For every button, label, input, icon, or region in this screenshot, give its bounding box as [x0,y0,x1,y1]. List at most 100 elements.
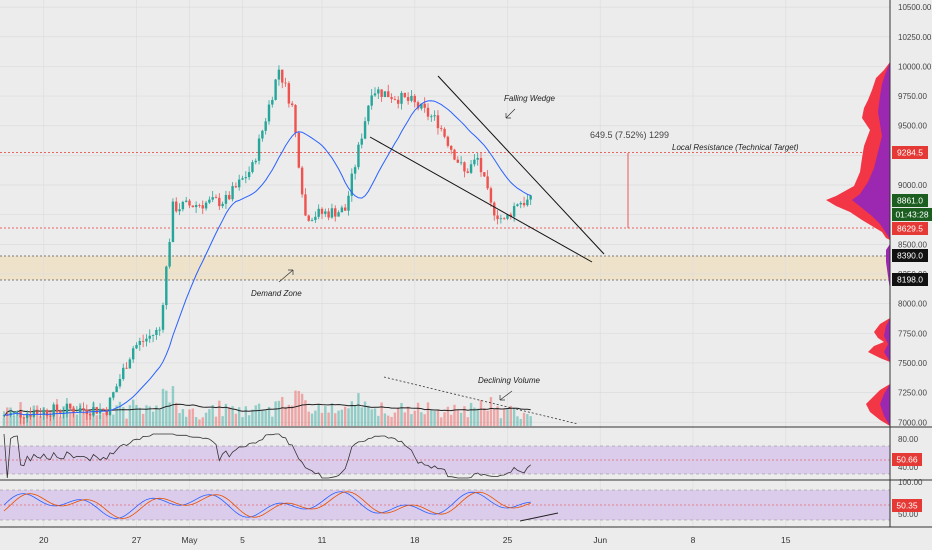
candle-body [466,171,469,173]
time-tick-label: 15 [781,535,791,545]
volume-bar [300,393,304,426]
volume-bar [168,402,171,426]
svg-text:8198.0: 8198.0 [897,275,923,285]
candle-body [138,340,142,345]
volume-bar [201,417,204,426]
rsi-tick-40: 40.00 [898,463,919,472]
volume-bar [479,400,483,426]
volume-bar [224,403,228,426]
candle-body [347,195,350,211]
resistance-price-badge: 9284.5 [892,146,928,159]
candle-body [502,218,506,220]
candle-body [175,201,178,212]
volume-bar [82,412,85,426]
price-tick-label: 10000.00 [898,62,932,71]
volume-bar [502,408,506,426]
volume-bar [390,416,393,426]
volume-bar [102,412,105,426]
candle-body [324,211,327,214]
volume-bar [241,417,244,426]
price-tick-label: 9500.00 [898,122,927,131]
candle-body [168,242,171,267]
candle-body [237,179,241,188]
volume-bar [55,409,59,426]
candle-body [221,203,224,207]
moving-average-line [3,100,531,416]
time-tick-label: May [181,535,198,545]
candle-body [509,214,513,217]
candle-body [211,197,214,200]
rsi-value-badge: 50.66 [892,453,922,466]
candle-body [526,199,529,206]
volume-bar [413,410,416,426]
demand-zone-band [0,256,890,280]
candle-body [486,176,489,189]
stoch-d-line [3,491,531,519]
volume-bar [473,407,476,426]
volume-bar [181,409,185,426]
candle-body [204,202,208,209]
volume-bar [254,405,257,426]
volume-bar [145,405,148,426]
volume-profile [826,62,890,426]
volume-profile-thin [886,244,890,290]
volume-bar [367,405,370,426]
volume-bar [529,416,532,426]
candle-body [125,367,128,369]
volume-bar [122,407,125,426]
volume-bar [287,404,291,426]
volume-bar [148,406,151,426]
candle-body [367,105,370,122]
candle-body [118,379,122,387]
volume-bar [178,413,181,426]
volume-bar [151,411,155,426]
candle-body [403,92,407,98]
candle-body [224,194,228,204]
volume-bar [469,402,473,426]
volume-bar [387,415,390,426]
volume-bar [271,416,274,426]
time-axis-labels[interactable]: 20 27 May 5 11 18 25 Jun 8 15 [39,535,791,545]
volume-arrow-head [499,395,505,401]
candle-body [218,197,221,207]
volume-bar [297,390,301,426]
candle-body [201,205,204,209]
candle-body [228,194,231,200]
candle-body [459,162,463,164]
volume-bar [277,400,281,426]
candle-body [247,172,251,178]
volume-bar [231,406,234,426]
volume-bar [380,402,383,426]
price-tick-label: 10250.00 [898,33,932,42]
candle-body [512,205,516,217]
candle-body [449,145,453,150]
volume-bar [340,409,344,426]
candle-body [151,334,155,336]
volume-bar [420,412,423,426]
candle-body [337,212,340,217]
svg-text:01:43:28: 01:43:28 [895,210,928,220]
volume-bar [69,411,72,426]
volume-bar [2,416,6,426]
volume-bar [317,403,320,426]
volume-bar [350,401,354,426]
candle-body [506,214,509,219]
candle-body [473,159,476,165]
stoch-value-badge: 50.35 [892,499,922,512]
candle-body [430,116,433,118]
volume-bar [274,401,277,426]
candle-body [383,91,387,97]
volume-bar [211,405,214,426]
declining-volume-label: Declining Volume [478,376,541,385]
volume-profile-value [852,62,890,240]
volume-bar [327,412,330,426]
candle-body [42,409,45,415]
candle-body [112,392,115,398]
time-tick-label: 25 [503,535,513,545]
candle-body [330,208,334,218]
volume-bar [131,399,135,426]
candle-body [241,178,244,180]
candle-body [267,104,271,122]
volume-bar [234,413,238,426]
